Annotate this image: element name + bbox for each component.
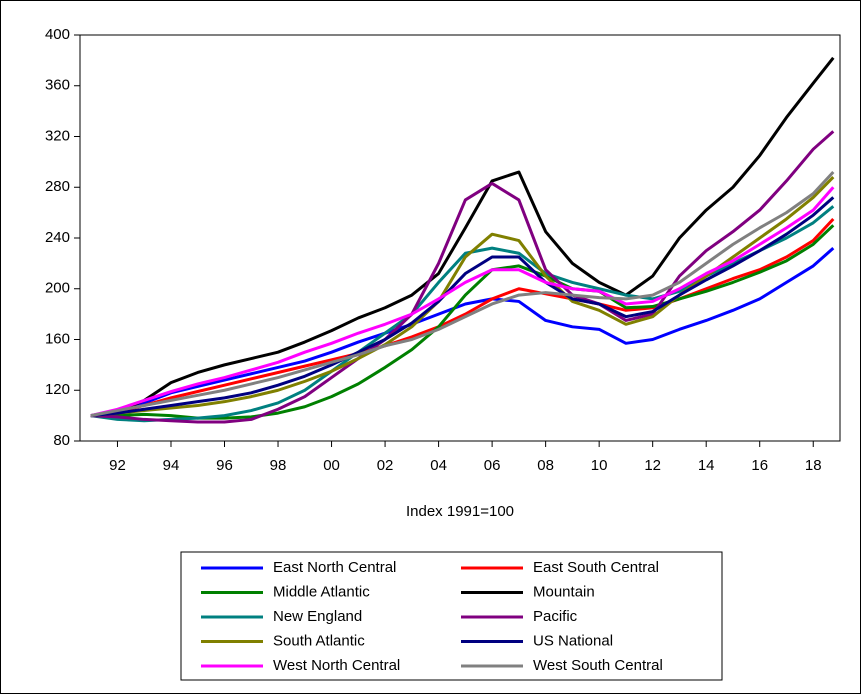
x-tick-label: 04 (430, 457, 447, 474)
series-line (90, 171, 835, 418)
y-tick-label: 320 (45, 127, 70, 144)
y-tick-label: 400 (45, 26, 70, 43)
x-tick-label: 08 (537, 457, 554, 474)
series-line (90, 247, 835, 418)
legend-label: Pacific (533, 608, 578, 625)
x-tick-label: 96 (216, 457, 233, 474)
y-tick-label: 360 (45, 77, 70, 94)
legend-label: East North Central (273, 559, 396, 576)
x-axis-label: Index 1991=100 (406, 503, 514, 520)
legend-label: Middle Atlantic (273, 583, 370, 600)
y-tick-label: 160 (45, 330, 70, 347)
x-tick-label: 12 (644, 457, 661, 474)
x-tick-label: 94 (163, 457, 180, 474)
legend-label: West North Central (273, 657, 400, 674)
x-tick-label: 10 (591, 457, 608, 474)
x-tick-label: 02 (377, 457, 394, 474)
legend-label: West South Central (533, 657, 663, 674)
series-line (90, 186, 835, 418)
y-tick-label: 240 (45, 229, 70, 246)
legend-box (180, 551, 723, 681)
legend-label: East South Central (533, 559, 659, 576)
x-tick-label: 92 (109, 457, 126, 474)
series-line (90, 56, 835, 418)
plot-area (79, 34, 841, 442)
legend-label: South Atlantic (273, 632, 365, 649)
legend-label: New England (273, 608, 362, 625)
series-line (90, 196, 835, 418)
legend-label: US National (533, 632, 613, 649)
x-tick-label: 14 (698, 457, 715, 474)
x-tick-label: 00 (323, 457, 340, 474)
y-tick-label: 200 (45, 280, 70, 297)
x-tick-label: 06 (484, 457, 501, 474)
x-tick-label: 98 (270, 457, 287, 474)
y-tick-label: 120 (45, 381, 70, 398)
series-line (90, 217, 835, 418)
series-line (90, 205, 835, 423)
y-tick-label: 280 (45, 178, 70, 195)
x-tick-label: 18 (805, 457, 822, 474)
series-line (90, 130, 835, 424)
y-tick-label: 80 (53, 432, 70, 449)
legend-label: Mountain (533, 583, 595, 600)
series-line (90, 224, 835, 420)
x-tick-label: 16 (751, 457, 768, 474)
